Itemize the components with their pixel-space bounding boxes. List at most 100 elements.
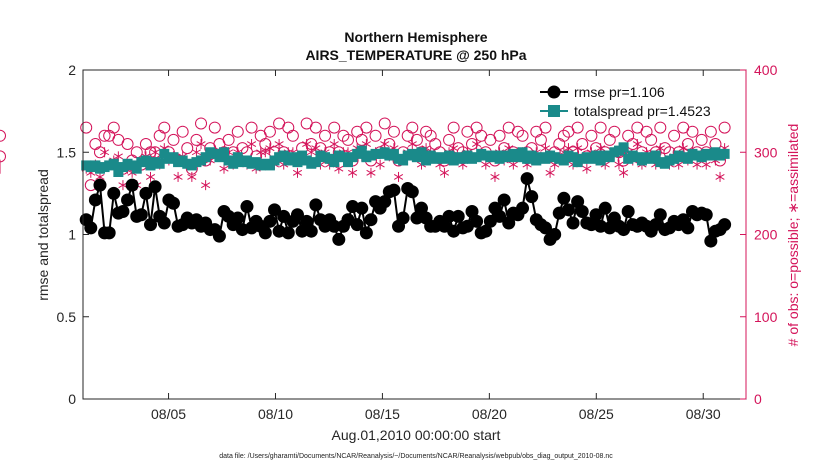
obs-possible-point xyxy=(121,138,134,151)
asterisk-stroke xyxy=(375,161,385,168)
obs-assimilated-point xyxy=(573,143,583,154)
rmse-point xyxy=(451,209,465,223)
totalspread-point xyxy=(517,147,528,158)
rmse-point xyxy=(290,208,304,222)
rmse-point xyxy=(359,226,373,240)
totalspread-point xyxy=(310,157,321,168)
obs-assimilated-point xyxy=(302,139,312,150)
obs-possible-point xyxy=(704,125,717,138)
obs-possible-point xyxy=(222,133,235,146)
asterisk-stroke xyxy=(490,173,500,180)
obs-possible-point xyxy=(539,121,552,134)
rmse-point xyxy=(516,201,530,215)
obs-possible-point xyxy=(645,133,658,146)
rmse-point xyxy=(414,201,428,215)
rmse-point xyxy=(157,216,171,230)
obs-assimilated-point xyxy=(614,159,624,170)
asterisk-stroke xyxy=(618,169,629,176)
asterisk-stroke xyxy=(504,145,514,152)
asterisk-stroke xyxy=(150,149,160,156)
asterisk-stroke xyxy=(95,173,105,180)
asterisk-stroke xyxy=(274,141,284,147)
y-axis-label: rmse and totalspread xyxy=(35,169,51,301)
asterisk-stroke xyxy=(692,161,702,168)
rmse-point xyxy=(327,219,341,233)
obs-assimilated-point xyxy=(393,171,404,182)
rmse-point xyxy=(589,208,603,222)
rmse-point xyxy=(621,204,635,218)
x-tick-label: 08/10 xyxy=(258,406,293,422)
rmse-point xyxy=(561,203,575,217)
obs-possible-point xyxy=(516,129,529,142)
obs-assimilated-point xyxy=(196,139,206,150)
obs-possible-point xyxy=(447,121,460,134)
obs-possible-point xyxy=(319,129,332,142)
asterisk-stroke xyxy=(407,141,417,147)
asterisk-stroke xyxy=(582,165,592,172)
rmse-point xyxy=(681,221,695,235)
obs-possible-point xyxy=(718,121,731,134)
obs-possible-point xyxy=(534,133,547,146)
obs-assimilated-point xyxy=(246,139,257,150)
rmse-point xyxy=(258,226,272,240)
asterisk-stroke xyxy=(439,169,450,176)
rmse-point xyxy=(387,183,401,197)
rmse-point xyxy=(465,204,479,218)
rmse-point xyxy=(704,234,718,248)
rmse-point xyxy=(107,186,121,200)
obs-assimilated-point xyxy=(329,139,339,150)
asterisk-stroke xyxy=(145,173,156,180)
obs-assimilated-point xyxy=(145,171,156,182)
totalspread-point xyxy=(356,145,367,156)
y2-tick-label: 300 xyxy=(754,144,778,160)
obs-possible-point xyxy=(181,142,194,155)
rmse-point xyxy=(134,208,148,222)
x-tick-label: 08/05 xyxy=(151,406,186,422)
obs-possible-point xyxy=(585,129,598,142)
rmse-point xyxy=(718,218,732,232)
obs-possible-point xyxy=(387,125,400,138)
rmse-point xyxy=(410,211,424,225)
obs-possible-point xyxy=(668,129,681,142)
obs-possible-point xyxy=(369,129,382,142)
obs-possible-point xyxy=(176,125,189,138)
rmse-point xyxy=(84,221,98,235)
series-layer xyxy=(0,117,732,248)
rmse-point xyxy=(102,226,116,240)
y-tick-label: 1.5 xyxy=(57,144,77,160)
asterisk-stroke xyxy=(674,161,684,168)
y2-tick-label: 400 xyxy=(754,62,778,78)
asterisk-stroke xyxy=(508,161,518,168)
obs-possible-point xyxy=(420,125,433,138)
rmse-point xyxy=(497,193,511,207)
rmse-point xyxy=(364,213,378,227)
totalspread-point xyxy=(108,158,119,169)
asterisk-stroke xyxy=(219,165,229,172)
legend-label-rmse: rmse pr=1.106 xyxy=(574,84,665,100)
asterisk-stroke xyxy=(678,145,688,152)
asterisk-stroke xyxy=(99,149,110,156)
asterisk-stroke xyxy=(260,149,270,156)
data-file-footnote: data file: /Users/gharamti/Documents/NCA… xyxy=(219,453,613,460)
obs-possible-point xyxy=(443,133,456,146)
rmse-point xyxy=(263,214,277,228)
rmse-point xyxy=(240,200,254,214)
obs-possible-point xyxy=(263,125,276,138)
obs-possible-point xyxy=(594,121,607,134)
obs-assimilated-point xyxy=(118,180,128,191)
totalspread-point xyxy=(719,148,730,159)
totalspread-point xyxy=(292,157,303,168)
obs-possible-point xyxy=(337,129,350,142)
rmse-point xyxy=(502,216,516,230)
rmse-point xyxy=(309,198,323,212)
rmse-point xyxy=(144,218,158,232)
obs-assimilated-point xyxy=(366,167,376,178)
asterisk-stroke xyxy=(113,153,123,160)
asterisk-stroke xyxy=(614,161,624,168)
asterisk-stroke xyxy=(191,149,202,156)
chart-subtitle: AIRS_TEMPERATURE @ 250 hPa xyxy=(305,47,526,63)
obs-possible-point xyxy=(245,121,258,134)
plot-area xyxy=(83,70,746,399)
asterisk-stroke xyxy=(306,149,316,156)
totalspread-point xyxy=(131,163,142,174)
